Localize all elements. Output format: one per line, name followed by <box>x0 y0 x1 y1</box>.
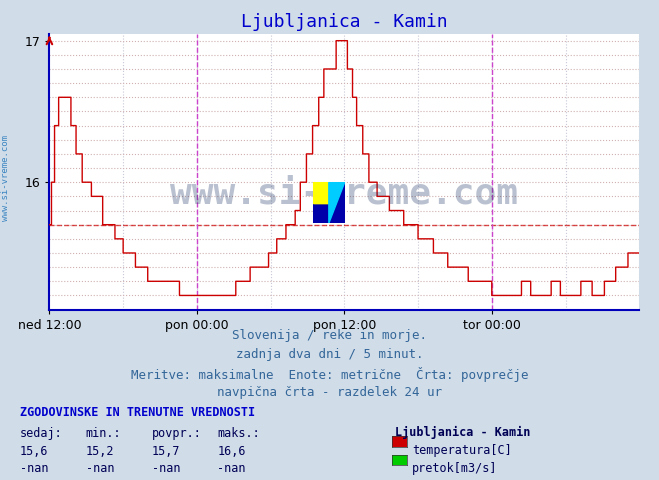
Text: Slovenija / reke in morje.: Slovenija / reke in morje. <box>232 329 427 342</box>
Text: www.si-vreme.com: www.si-vreme.com <box>170 177 519 211</box>
Text: Meritve: maksimalne  Enote: metrične  Črta: povprečje: Meritve: maksimalne Enote: metrične Črta… <box>130 367 529 382</box>
Text: 15,2: 15,2 <box>86 445 114 458</box>
Text: temperatura[C]: temperatura[C] <box>412 444 511 457</box>
Text: pretok[m3/s]: pretok[m3/s] <box>412 462 498 475</box>
Text: zadnja dva dni / 5 minut.: zadnja dva dni / 5 minut. <box>236 348 423 361</box>
Text: sedaj:: sedaj: <box>20 427 63 440</box>
Text: min.:: min.: <box>86 427 121 440</box>
Text: -nan: -nan <box>20 462 48 475</box>
Text: 15,6: 15,6 <box>20 445 48 458</box>
Text: -nan: -nan <box>217 462 246 475</box>
Text: Ljubljanica - Kamin: Ljubljanica - Kamin <box>395 426 530 439</box>
Text: navpična črta - razdelek 24 ur: navpična črta - razdelek 24 ur <box>217 386 442 399</box>
Text: 16,6: 16,6 <box>217 445 246 458</box>
Text: 15,7: 15,7 <box>152 445 180 458</box>
Text: www.si-vreme.com: www.si-vreme.com <box>1 134 10 221</box>
Bar <box>313 182 329 203</box>
Text: -nan: -nan <box>86 462 114 475</box>
Title: Ljubljanica - Kamin: Ljubljanica - Kamin <box>241 12 447 31</box>
Text: povpr.:: povpr.: <box>152 427 202 440</box>
Text: maks.:: maks.: <box>217 427 260 440</box>
Text: -nan: -nan <box>152 462 180 475</box>
Polygon shape <box>329 182 345 223</box>
Text: ZGODOVINSKE IN TRENUTNE VREDNOSTI: ZGODOVINSKE IN TRENUTNE VREDNOSTI <box>20 406 255 419</box>
Bar <box>313 182 329 203</box>
